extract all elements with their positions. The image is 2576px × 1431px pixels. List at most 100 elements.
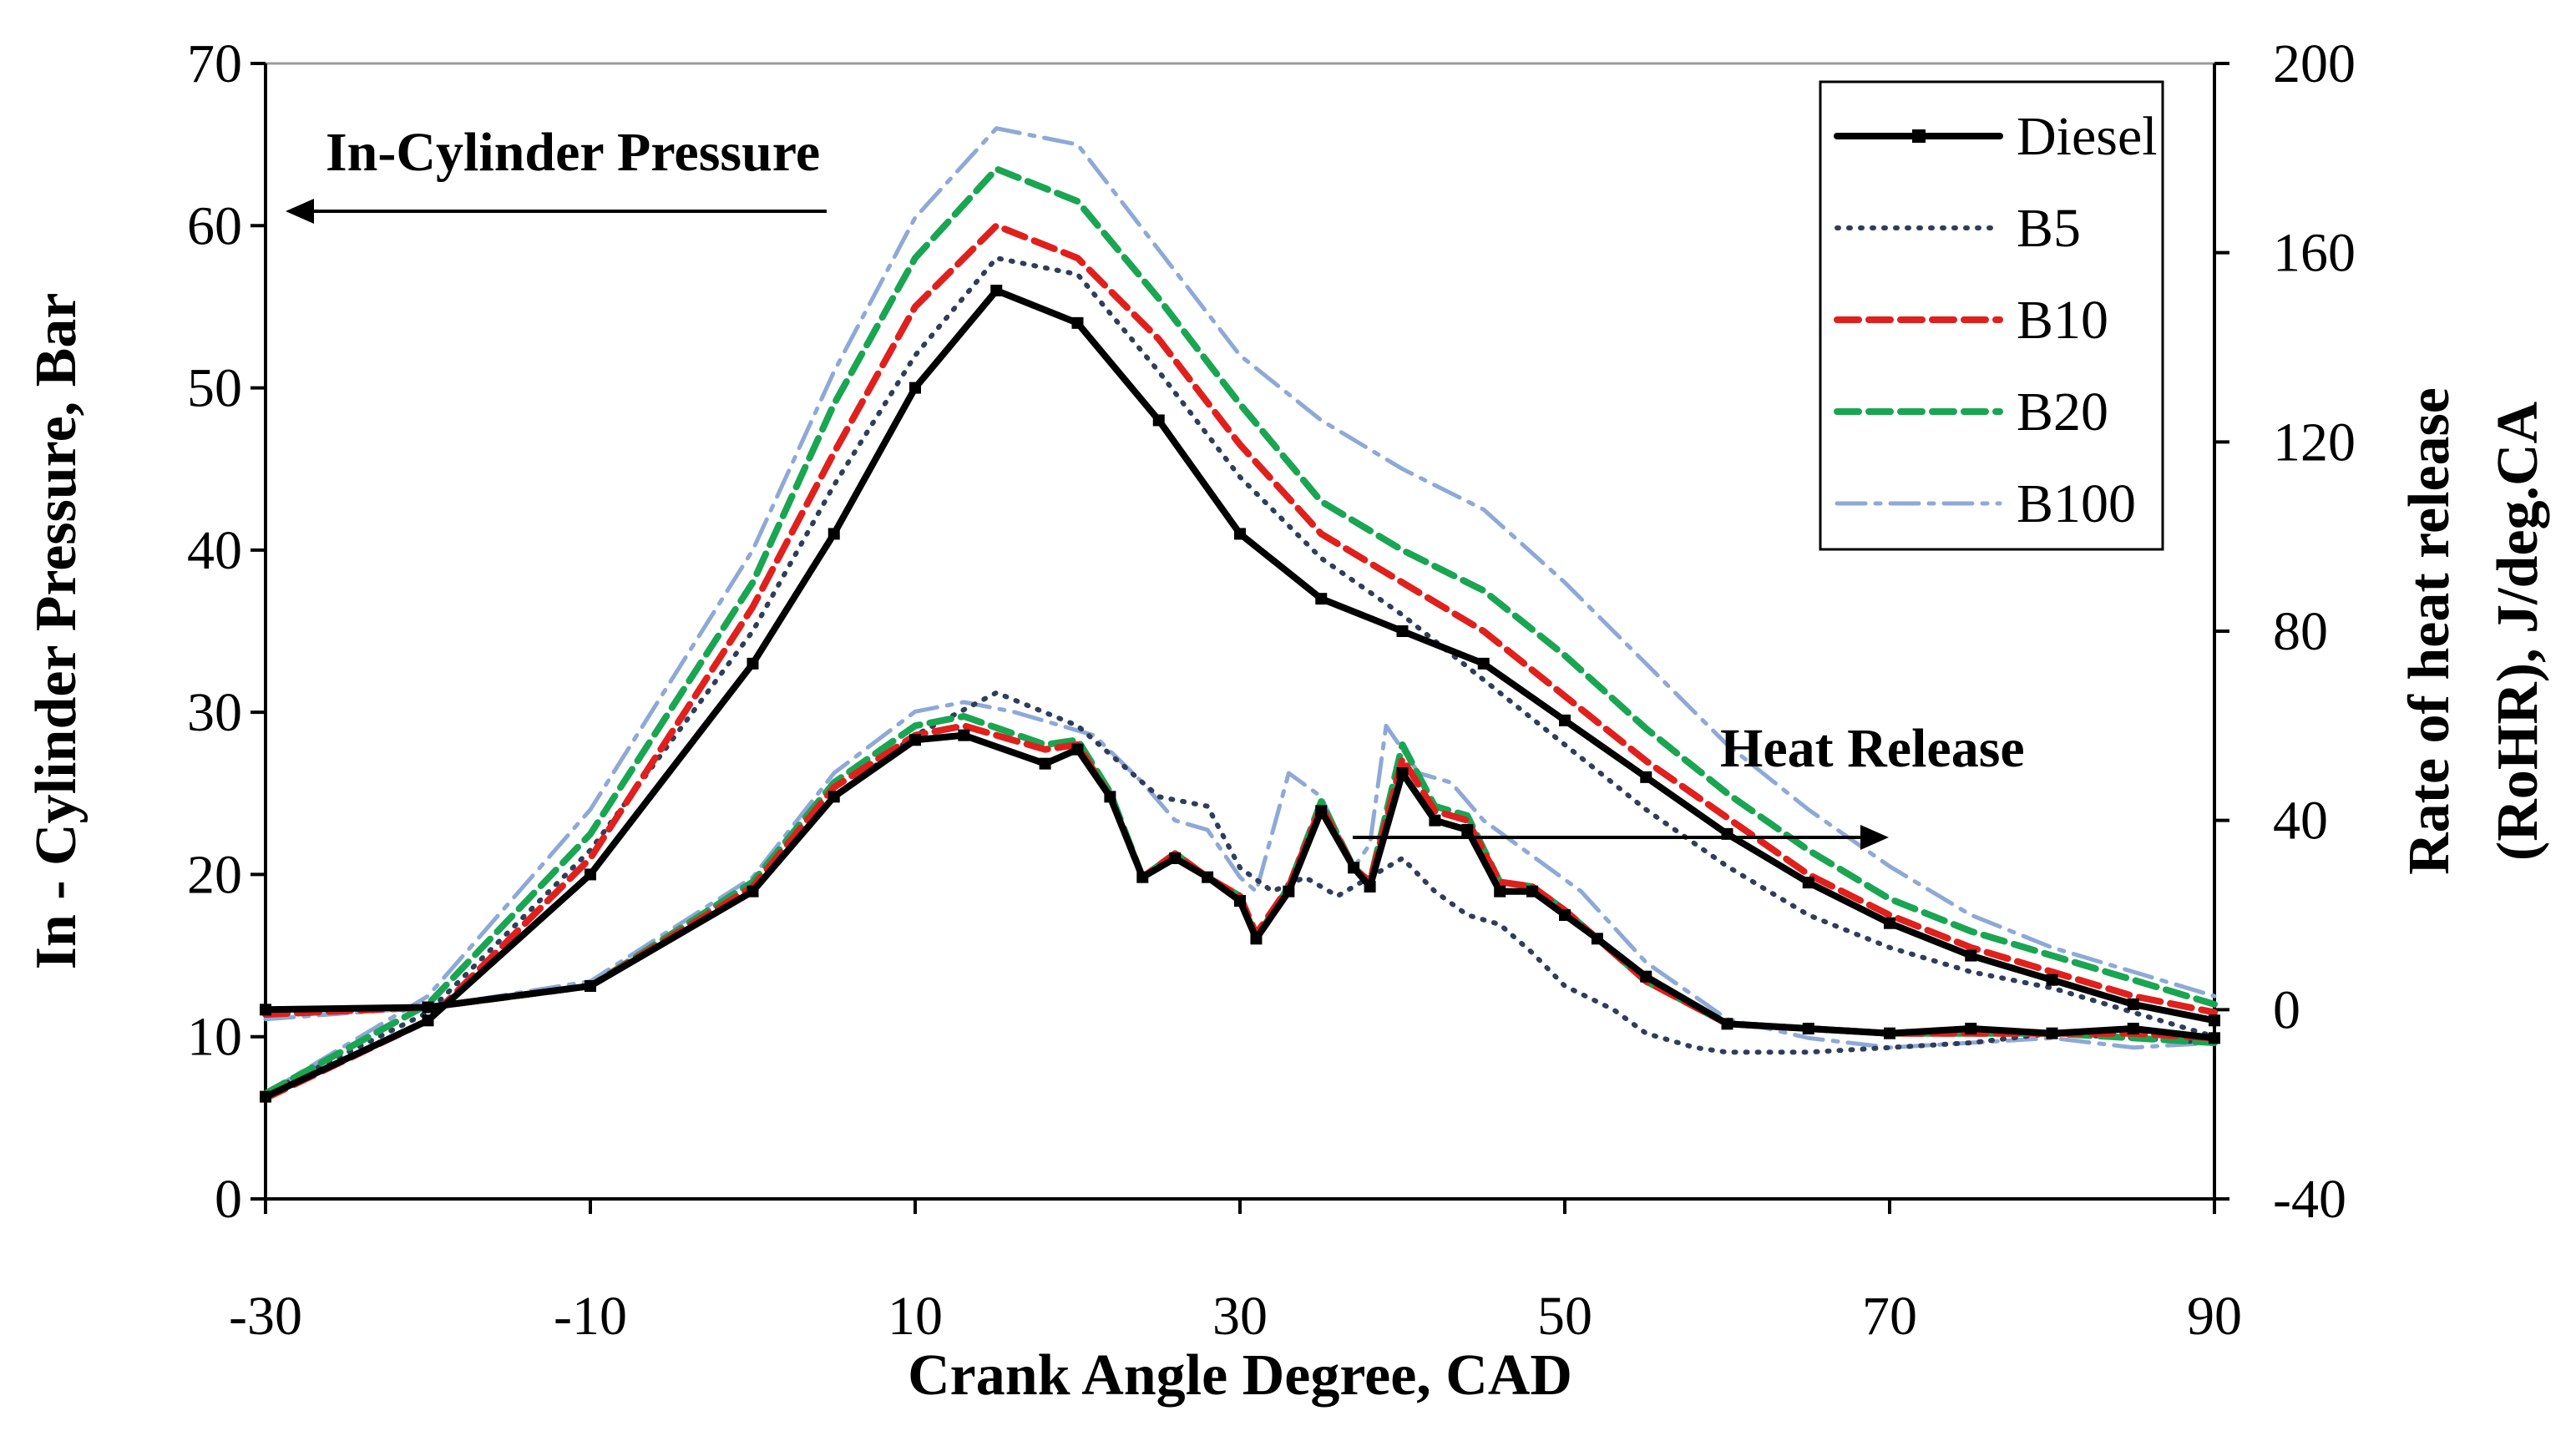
y2-tick-label: 160: [2273, 223, 2356, 284]
y-tick-label: 40: [187, 520, 242, 581]
heat-release-point-diesel: [1136, 871, 1149, 883]
heat-release-point-diesel: [1429, 814, 1441, 827]
y-tick-label: 0: [215, 1169, 242, 1230]
heat-release-point-diesel: [1039, 757, 1051, 770]
y-tick-label: 50: [187, 358, 242, 419]
heat-release-point-diesel: [585, 980, 596, 992]
pressure-point-diesel: [2046, 973, 2058, 986]
pressure-point-diesel: [1071, 316, 1084, 329]
y2-tick-label: 200: [2273, 33, 2356, 94]
heat-release-point-diesel: [260, 1004, 271, 1016]
y-tick-label: 70: [187, 33, 242, 94]
heat-release-point-diesel: [1283, 885, 1295, 898]
heat-release-line-b5: [263, 690, 2217, 1055]
heat-release-point-diesel: [2209, 1032, 2220, 1044]
heat-release-point-diesel: [1884, 1027, 1895, 1039]
heat-release-point-diesel: [1202, 871, 1214, 883]
legend-marker-diesel: [1912, 129, 1926, 143]
heat-release-point-diesel: [1364, 881, 1376, 892]
pressure-point-diesel: [1152, 414, 1165, 427]
heat-release-point-diesel: [1526, 885, 1539, 898]
heat-release-point-diesel: [1461, 824, 1474, 836]
y-tick-label: 10: [187, 1007, 242, 1068]
heat-release-point-diesel: [2127, 1023, 2139, 1034]
y2-tick-label: 80: [2273, 601, 2328, 662]
pressure-point-diesel: [1965, 949, 1977, 962]
pressure-point-diesel: [1884, 917, 1895, 929]
pressure-point-diesel: [1315, 593, 1328, 605]
pressure-point-diesel: [746, 657, 759, 670]
x-axis-title: Crank Angle Degree, CAD: [908, 1343, 1572, 1408]
heat-release-point-diesel: [958, 729, 970, 741]
heat-release-point-diesel: [422, 1001, 434, 1014]
legend-label-b5: B5: [2017, 198, 2081, 259]
heat-release-point-diesel: [1250, 933, 1263, 945]
y-tick-label: 20: [187, 844, 242, 905]
legend-label-diesel: Diesel: [2017, 106, 2158, 167]
pressure-point-diesel: [990, 285, 1003, 296]
y-tick-label: 60: [187, 195, 242, 256]
heat-release-point-diesel: [1104, 791, 1116, 803]
heat-release-point-diesel: [1315, 805, 1328, 817]
y-axis-title: In - Cylinder Pressure, Bar: [24, 293, 89, 970]
y2-tick-label: 120: [2273, 412, 2356, 473]
heat-release-point-diesel: [746, 885, 759, 898]
heat-release-point-diesel: [1591, 933, 1603, 945]
axis-ticks: -30 -10 10 30 50 70 90 0 10 20 30 40 50 60 70 -40 0 40 80 1…: [187, 33, 2356, 1347]
pressure-point-diesel: [827, 528, 840, 540]
heat-release-point-diesel: [1071, 743, 1084, 756]
pressure-point-diesel: [585, 868, 596, 881]
pressure-point-diesel: [2127, 998, 2139, 1010]
pressure-line-b10: [262, 222, 2218, 1102]
x-tick-label: 50: [1537, 1286, 1592, 1347]
legend-label-b100: B100: [2017, 473, 2136, 534]
heat-release-point-diesel: [1721, 1018, 1733, 1030]
pressure-line-b5: [263, 255, 2217, 1096]
y2-axis-title-line-1: Rate of heat release: [2397, 387, 2462, 875]
x-tick-label: 70: [1862, 1286, 1917, 1347]
heat-release-point-diesel: [1396, 767, 1409, 779]
annotation-heat-release: Heat Release: [1720, 718, 2025, 779]
pressure-line-b100: [263, 126, 2217, 1096]
x-tick-label: 10: [888, 1286, 943, 1347]
pressure-line-diesel: [262, 287, 2218, 1100]
pressure-point-diesel: [1477, 657, 1490, 670]
heat-release-point-diesel: [1640, 970, 1652, 983]
y-tick-label: 30: [187, 682, 242, 743]
pressure-line-b20: [262, 165, 2218, 1097]
legend-samples: [1834, 129, 2003, 506]
y2-tick-label: 0: [2273, 979, 2300, 1040]
heat-release-point-diesel: [909, 734, 921, 746]
heat-release-point-diesel: [1559, 909, 1571, 921]
x-tick-label: -10: [554, 1286, 627, 1347]
heat-release-line-diesel: [262, 731, 2218, 1042]
arrow-right-icon: [1353, 825, 1889, 850]
pressure-point-diesel: [909, 382, 921, 394]
legend-label-b20: B20: [2017, 382, 2108, 442]
y2-tick-label: 40: [2273, 791, 2328, 852]
heat-release-point-diesel: [2046, 1027, 2058, 1039]
heat-release-point-diesel: [1169, 852, 1182, 864]
pressure-point-diesel: [1640, 771, 1652, 783]
pressure-point-diesel: [260, 1090, 271, 1103]
x-tick-label: 30: [1212, 1286, 1268, 1347]
series-layer: [260, 126, 2220, 1103]
legend: Diesel B5 B10 B20 B100: [1819, 80, 2164, 551]
heat-release-point-diesel: [1965, 1023, 1977, 1034]
y2-tick-label: -40: [2273, 1169, 2346, 1230]
pressure-point-diesel: [422, 1014, 434, 1027]
x-tick-label: -30: [229, 1286, 302, 1347]
pressure-point-diesel: [2209, 1014, 2220, 1027]
x-tick-label: 90: [2187, 1286, 2242, 1347]
pressure-point-diesel: [1559, 714, 1571, 726]
legend-label-b10: B10: [2017, 290, 2108, 351]
heat-release-point-diesel: [827, 791, 840, 803]
pressure-point-diesel: [1802, 877, 1814, 889]
heat-release-point-diesel: [1802, 1023, 1814, 1034]
annotation-in-cylinder-pressure: In-Cylinder Pressure: [326, 122, 820, 183]
arrow-left-icon: [286, 199, 827, 224]
heat-release-point-diesel: [1234, 895, 1246, 907]
legend-box: [1819, 80, 2164, 551]
